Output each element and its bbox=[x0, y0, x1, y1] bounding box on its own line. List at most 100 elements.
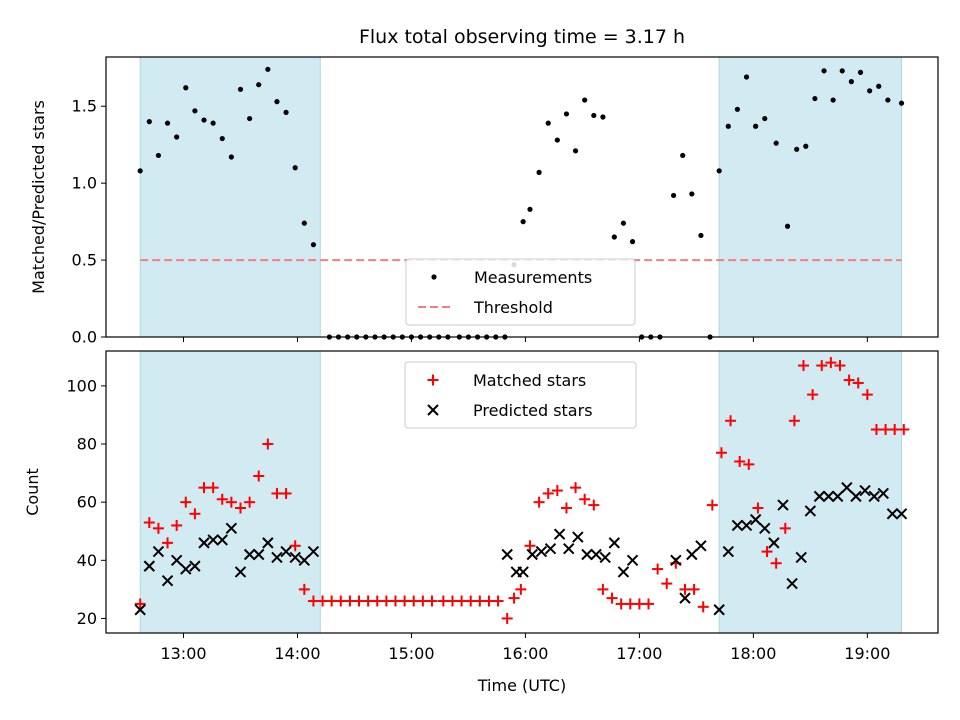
matched-star-point bbox=[162, 537, 174, 549]
predicted-star-point bbox=[831, 490, 844, 503]
y-tick-label: 0.5 bbox=[72, 251, 97, 270]
predicted-star-point bbox=[740, 519, 753, 532]
measurement-point bbox=[848, 79, 854, 85]
legend-box bbox=[405, 258, 636, 326]
measurement-point bbox=[536, 169, 542, 175]
predicted-star-point bbox=[731, 519, 744, 532]
measurement-point bbox=[812, 95, 818, 102]
matched-star-point bbox=[697, 601, 709, 613]
matched-star-point bbox=[779, 522, 791, 534]
matched-star-point bbox=[508, 592, 520, 604]
shaded-interval bbox=[139, 56, 321, 338]
predicted-star-point bbox=[307, 545, 320, 558]
matched-star-point bbox=[579, 493, 591, 505]
legend: Matched stars Predicted stars bbox=[404, 361, 637, 429]
matched-star-point bbox=[143, 517, 155, 529]
measurement-point bbox=[572, 148, 579, 154]
x-tick-label: 13:00 bbox=[160, 644, 206, 663]
predicted-star-point bbox=[143, 560, 156, 572]
predicted-star-point bbox=[759, 522, 771, 535]
x-tick-label: 18:00 bbox=[730, 644, 776, 663]
predicted-star-point bbox=[134, 604, 146, 616]
x-tick-label: 14:00 bbox=[274, 644, 320, 663]
measurement-point bbox=[743, 74, 750, 80]
predicted-star-point bbox=[544, 542, 557, 555]
matched-star-point bbox=[734, 455, 746, 467]
predicted-star-point bbox=[563, 542, 575, 555]
matched-star-point bbox=[501, 612, 513, 624]
shaded-interval bbox=[718, 56, 903, 338]
measurement-point bbox=[301, 220, 307, 226]
measurement-point bbox=[857, 69, 864, 75]
axes-frame bbox=[105, 350, 939, 634]
predicted-star-point bbox=[180, 563, 192, 575]
predicted-star-point bbox=[253, 548, 265, 561]
measurement-point bbox=[274, 99, 280, 105]
measurement-point bbox=[247, 115, 253, 122]
measurement-point bbox=[611, 234, 617, 240]
legend-label: Threshold bbox=[473, 298, 553, 317]
measurement-point bbox=[898, 100, 905, 106]
predicted-star-point bbox=[786, 577, 798, 590]
predicted-star-point bbox=[795, 551, 807, 564]
measurement-point bbox=[773, 140, 779, 146]
predicted-star-point bbox=[198, 537, 210, 549]
matched-star-point bbox=[725, 415, 737, 427]
predicted-star-point bbox=[216, 534, 228, 546]
matched-star-point bbox=[189, 508, 201, 520]
matched-star-point bbox=[588, 499, 600, 511]
measurement-point bbox=[803, 143, 809, 149]
matched-star-point bbox=[225, 496, 237, 508]
matched-star-point bbox=[597, 583, 609, 595]
predicted-star-point bbox=[170, 554, 183, 567]
predicted-star-point bbox=[777, 499, 789, 511]
matched-star-point bbox=[492, 595, 504, 607]
predicted-star-point bbox=[813, 490, 826, 503]
x-axis-label: Time (UTC) bbox=[477, 676, 566, 695]
measurement-point bbox=[680, 152, 686, 159]
predicted-star-point bbox=[822, 490, 835, 503]
measurement-point bbox=[146, 119, 152, 125]
measurement-point bbox=[725, 123, 731, 129]
matched-star-point bbox=[570, 482, 582, 494]
measurement-point bbox=[734, 106, 741, 112]
measurement-point bbox=[716, 168, 722, 174]
measurement-point bbox=[174, 134, 180, 140]
predicted-star-point bbox=[243, 548, 256, 561]
predicted-star-point bbox=[271, 551, 283, 564]
predicted-star-point bbox=[234, 566, 247, 578]
matched-star-point bbox=[280, 487, 292, 499]
matched-star-point bbox=[825, 357, 837, 369]
x-tick-label: 16:00 bbox=[502, 644, 548, 663]
predicted-star-point bbox=[280, 545, 292, 558]
measurement-point bbox=[219, 135, 225, 142]
measurement-point bbox=[830, 97, 836, 103]
measurement-point bbox=[600, 114, 606, 120]
predicted-star-point bbox=[501, 548, 513, 561]
measurement-point bbox=[563, 111, 570, 117]
matched-star-point bbox=[688, 583, 700, 595]
measurement-point bbox=[821, 68, 827, 74]
matched-star-point bbox=[152, 522, 164, 534]
matched-star-point bbox=[171, 519, 183, 531]
measurement-point bbox=[228, 154, 234, 160]
matched-star-point bbox=[798, 360, 810, 372]
measurement-point bbox=[256, 82, 262, 88]
predicted-star-point bbox=[749, 513, 762, 526]
predicted-star-point bbox=[626, 554, 639, 567]
measurement-point bbox=[237, 86, 244, 92]
matched-star-point bbox=[643, 598, 655, 610]
matched-star-point bbox=[244, 496, 256, 508]
matched-star-point bbox=[706, 499, 718, 511]
matched-star-point bbox=[761, 546, 773, 558]
matched-star-point bbox=[262, 438, 274, 450]
predicted-star-point bbox=[722, 545, 734, 558]
y-axis-label: Count bbox=[23, 468, 42, 516]
ratio-panel: 0.0 0.5 1.0 1.5 Matched/Predicted stars Measu… bbox=[29, 56, 939, 347]
predicted-star-point bbox=[868, 490, 880, 503]
matched-star-point bbox=[533, 496, 545, 508]
predicted-star-point bbox=[686, 548, 698, 561]
measurement-point bbox=[762, 115, 768, 122]
predicted-star-point bbox=[768, 537, 780, 549]
